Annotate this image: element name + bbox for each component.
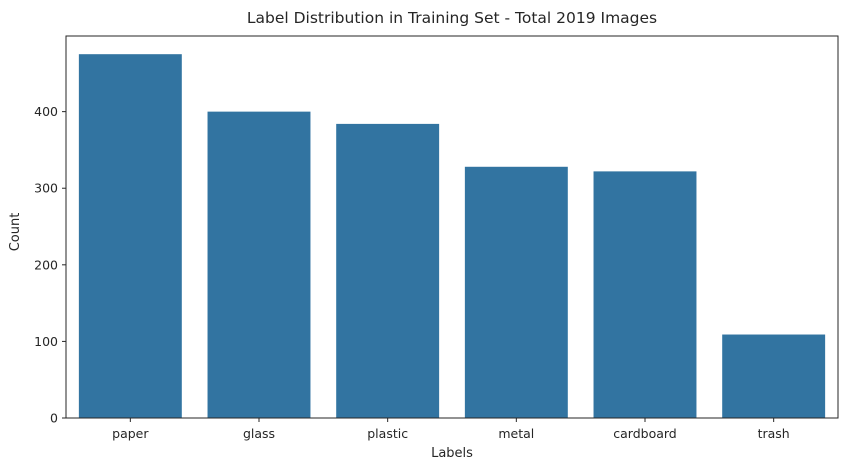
y-tick-label: 400: [34, 104, 58, 119]
x-tick-label-paper: paper: [112, 426, 149, 441]
plot-area: paper glass plastic metal cardboard trash 0 100…: [34, 35, 839, 441]
x-tick-label-glass: glass: [243, 426, 275, 441]
y-tick-label: 100: [34, 334, 58, 349]
y-axis-label: Count: [8, 213, 23, 252]
x-tick-label-plastic: plastic: [367, 426, 408, 441]
y-tick-label: 200: [34, 257, 58, 272]
y-tick-label: 300: [34, 181, 58, 196]
chart-title: Label Distribution in Training Set - Tot…: [247, 9, 657, 27]
x-tick-label-trash: trash: [758, 426, 790, 441]
bar-glass: [207, 111, 311, 418]
x-axis-label: Labels: [431, 446, 473, 461]
y-tick-label: 0: [50, 411, 58, 426]
bar-cardboard: [593, 171, 697, 418]
bar-paper: [78, 54, 182, 418]
bar-metal: [464, 166, 568, 418]
plot-frame: [65, 35, 839, 419]
bar-trash: [722, 334, 826, 418]
bar-plastic: [336, 123, 440, 418]
x-tick-label-metal: metal: [498, 426, 534, 441]
x-tick-label-cardboard: cardboard: [613, 426, 676, 441]
